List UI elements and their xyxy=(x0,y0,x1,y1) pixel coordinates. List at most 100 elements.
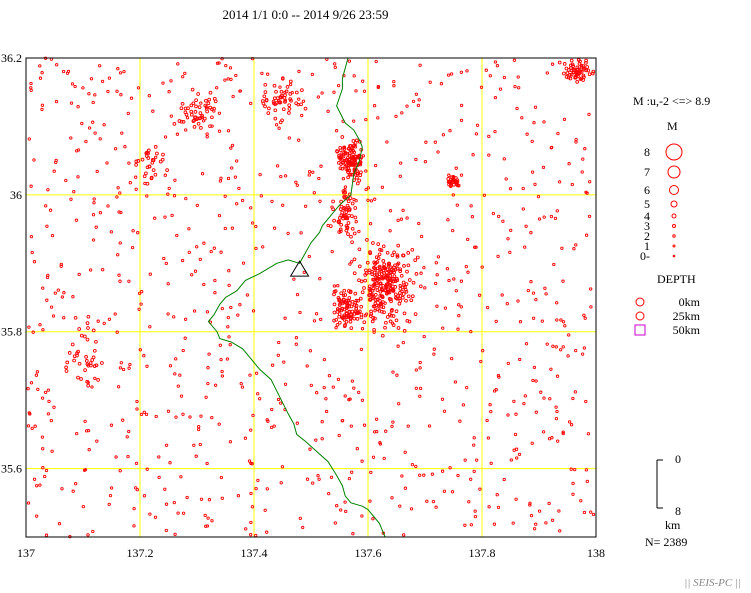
earthquake-event xyxy=(205,132,209,136)
earthquake-event xyxy=(102,123,106,127)
earthquake-event xyxy=(332,218,336,223)
earthquake-event xyxy=(371,283,376,288)
earthquake-event xyxy=(453,179,458,184)
earthquake-event xyxy=(193,110,198,114)
earthquake-event xyxy=(314,312,319,316)
earthquake-event xyxy=(164,261,168,266)
earthquake-event xyxy=(339,508,343,512)
earthquake-event xyxy=(192,443,196,447)
earthquake-event xyxy=(98,211,103,215)
earthquake-event xyxy=(373,316,377,321)
earthquake-event xyxy=(377,264,382,269)
magnitude-symbol xyxy=(672,234,676,238)
earthquake-event xyxy=(170,213,174,218)
earthquake-event xyxy=(391,314,396,318)
earthquake-event xyxy=(138,348,142,352)
earthquake-event xyxy=(469,523,473,527)
earthquake-event xyxy=(423,286,427,290)
earthquake-event xyxy=(56,288,60,292)
lat-tick-label: 36 xyxy=(10,188,22,202)
earthquake-event xyxy=(81,504,85,509)
earthquake-event xyxy=(213,291,217,295)
earthquake-event xyxy=(175,132,180,136)
earthquake-event xyxy=(459,118,464,123)
earthquake-event xyxy=(517,86,521,90)
earthquake-event xyxy=(167,90,171,94)
depth-label: 0km xyxy=(679,295,701,309)
earthquake-event xyxy=(320,91,324,95)
earthquake-event xyxy=(175,233,179,238)
earthquake-event xyxy=(385,315,390,319)
earthquake-event xyxy=(569,72,574,77)
earthquake-events xyxy=(26,56,596,539)
earthquake-event xyxy=(447,180,452,184)
earthquake-event xyxy=(353,206,358,210)
earthquake-event xyxy=(317,477,321,481)
earthquake-event xyxy=(91,355,96,360)
earthquake-event xyxy=(210,415,214,420)
earthquake-event xyxy=(89,77,94,81)
depth-title: DEPTH xyxy=(657,272,696,286)
earthquake-event xyxy=(38,76,43,80)
earthquake-event xyxy=(414,272,419,276)
earthquake-event xyxy=(38,483,42,487)
earthquake-event xyxy=(132,506,136,511)
earthquake-event xyxy=(327,491,331,496)
earthquake-event xyxy=(193,269,198,273)
earthquake-event xyxy=(53,291,57,295)
earthquake-event xyxy=(134,159,139,164)
earthquake-event xyxy=(475,458,479,462)
earthquake-event xyxy=(352,303,357,307)
earthquake-event xyxy=(119,93,123,97)
earthquake-event xyxy=(350,299,355,304)
earthquake-event xyxy=(30,426,34,431)
earthquake-event xyxy=(64,369,69,373)
earthquake-event xyxy=(461,403,466,407)
earthquake-event xyxy=(260,71,264,76)
earthquake-event xyxy=(482,193,487,197)
earthquake-event xyxy=(534,410,538,414)
earthquake-event xyxy=(532,365,537,370)
earthquake-event xyxy=(485,418,489,423)
depth-symbol-square xyxy=(634,324,646,336)
earthquake-event xyxy=(341,293,346,298)
earthquake-event xyxy=(179,119,184,124)
earthquake-event xyxy=(38,323,42,327)
earthquake-event xyxy=(137,307,141,311)
earthquake-event xyxy=(147,94,151,98)
earthquake-event xyxy=(307,173,311,177)
earthquake-event xyxy=(418,386,423,391)
earthquake-event xyxy=(164,502,169,506)
earthquake-event xyxy=(334,317,339,322)
earthquake-event xyxy=(116,385,121,389)
earthquake-event xyxy=(136,86,141,90)
earthquake-event xyxy=(505,302,509,306)
earthquake-event xyxy=(339,222,344,227)
earthquake-event xyxy=(452,277,456,281)
earthquake-event xyxy=(514,497,518,501)
earthquake-event xyxy=(132,524,136,528)
earthquake-event xyxy=(388,283,393,288)
earthquake-event xyxy=(127,279,131,283)
earthquake-event xyxy=(213,99,218,104)
earthquake-event xyxy=(398,174,402,178)
earthquake-event xyxy=(393,296,398,300)
magnitude-symbol xyxy=(669,185,679,195)
earthquake-event xyxy=(172,500,176,505)
earthquake-event xyxy=(344,158,348,163)
earthquake-event xyxy=(79,333,84,338)
earthquake-event xyxy=(217,129,222,133)
earthquake-event xyxy=(52,169,56,173)
earthquake-event xyxy=(117,210,121,214)
earthquake-event xyxy=(108,493,113,498)
earthquake-event xyxy=(189,112,194,117)
earthquake-event xyxy=(346,170,350,175)
earthquake-event xyxy=(350,379,355,383)
earthquake-event xyxy=(107,502,111,507)
earthquake-event xyxy=(340,166,345,171)
earthquake-event xyxy=(372,330,376,334)
earthquake-event xyxy=(579,499,583,503)
earthquake-event xyxy=(194,454,198,458)
earthquake-event xyxy=(301,99,306,103)
earthquake-event xyxy=(272,83,277,88)
